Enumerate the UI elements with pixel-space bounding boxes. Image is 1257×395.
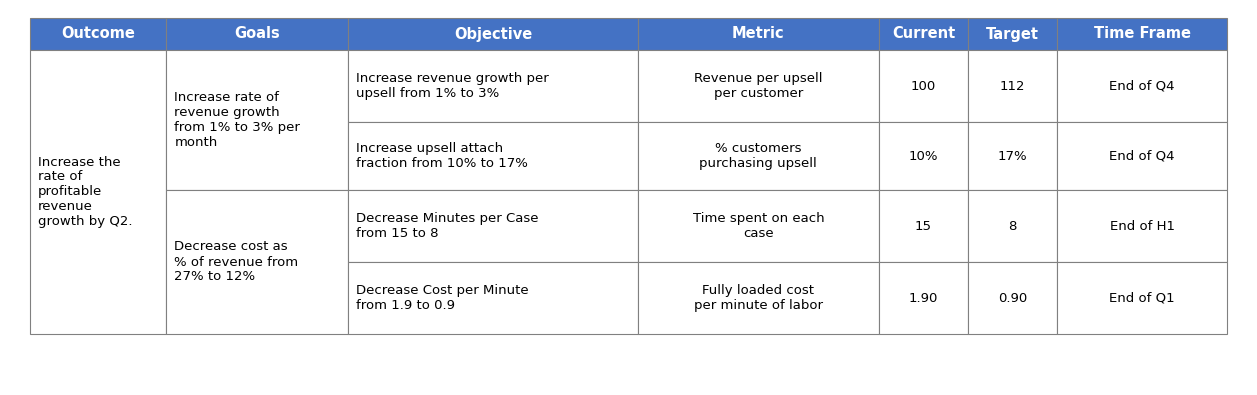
Bar bbox=[166, 18, 348, 50]
Text: 1.90: 1.90 bbox=[909, 292, 938, 305]
Bar bbox=[968, 50, 1057, 122]
Bar bbox=[348, 190, 639, 262]
Bar bbox=[968, 190, 1057, 262]
Bar bbox=[166, 50, 348, 190]
Text: Current: Current bbox=[892, 26, 955, 41]
Text: % customers
purchasing upsell: % customers purchasing upsell bbox=[699, 142, 817, 170]
Text: 8: 8 bbox=[1008, 220, 1017, 233]
Bar bbox=[1057, 190, 1227, 262]
Text: Target: Target bbox=[987, 26, 1040, 41]
Bar bbox=[348, 50, 639, 122]
Text: Increase rate of
revenue growth
from 1% to 3% per
month: Increase rate of revenue growth from 1% … bbox=[175, 91, 300, 149]
Text: 0.90: 0.90 bbox=[998, 292, 1027, 305]
Text: Time Frame: Time Frame bbox=[1094, 26, 1190, 41]
Bar bbox=[879, 50, 968, 122]
Text: Increase the
rate of
profitable
revenue
growth by Q2.: Increase the rate of profitable revenue … bbox=[38, 156, 132, 228]
Bar bbox=[968, 262, 1057, 334]
Bar bbox=[879, 262, 968, 334]
Text: Decrease Minutes per Case
from 15 to 8: Decrease Minutes per Case from 15 to 8 bbox=[357, 212, 539, 240]
Bar bbox=[968, 18, 1057, 50]
Text: Increase revenue growth per
upsell from 1% to 3%: Increase revenue growth per upsell from … bbox=[357, 72, 549, 100]
Bar bbox=[879, 122, 968, 190]
Bar bbox=[166, 190, 348, 334]
Bar bbox=[1057, 50, 1227, 122]
Bar bbox=[639, 122, 879, 190]
Text: Decrease cost as
% of revenue from
27% to 12%: Decrease cost as % of revenue from 27% t… bbox=[175, 241, 299, 284]
Bar bbox=[1057, 18, 1227, 50]
Bar bbox=[639, 262, 879, 334]
Bar bbox=[1057, 122, 1227, 190]
Text: 15: 15 bbox=[915, 220, 931, 233]
Text: Outcome: Outcome bbox=[62, 26, 136, 41]
Text: Decrease Cost per Minute
from 1.9 to 0.9: Decrease Cost per Minute from 1.9 to 0.9 bbox=[357, 284, 529, 312]
Text: Fully loaded cost
per minute of labor: Fully loaded cost per minute of labor bbox=[694, 284, 823, 312]
Text: Objective: Objective bbox=[454, 26, 533, 41]
Text: 10%: 10% bbox=[909, 149, 938, 162]
Text: Metric: Metric bbox=[732, 26, 784, 41]
Text: Time spent on each
case: Time spent on each case bbox=[693, 212, 825, 240]
Bar bbox=[348, 18, 639, 50]
Bar bbox=[879, 190, 968, 262]
Bar bbox=[30, 50, 166, 334]
Bar bbox=[639, 18, 879, 50]
Bar bbox=[639, 190, 879, 262]
Bar bbox=[1057, 262, 1227, 334]
Text: End of Q1: End of Q1 bbox=[1109, 292, 1175, 305]
Bar bbox=[968, 122, 1057, 190]
Text: End of Q4: End of Q4 bbox=[1109, 79, 1175, 92]
Text: End of Q4: End of Q4 bbox=[1109, 149, 1175, 162]
Text: Revenue per upsell
per customer: Revenue per upsell per customer bbox=[694, 72, 822, 100]
Text: End of H1: End of H1 bbox=[1110, 220, 1174, 233]
Text: Goals: Goals bbox=[235, 26, 280, 41]
Bar bbox=[30, 18, 166, 50]
Text: 17%: 17% bbox=[998, 149, 1027, 162]
Text: 100: 100 bbox=[911, 79, 936, 92]
Bar bbox=[639, 50, 879, 122]
Bar bbox=[348, 122, 639, 190]
Text: Increase upsell attach
fraction from 10% to 17%: Increase upsell attach fraction from 10%… bbox=[357, 142, 528, 170]
Bar bbox=[348, 262, 639, 334]
Text: 112: 112 bbox=[1001, 79, 1026, 92]
Bar bbox=[879, 18, 968, 50]
